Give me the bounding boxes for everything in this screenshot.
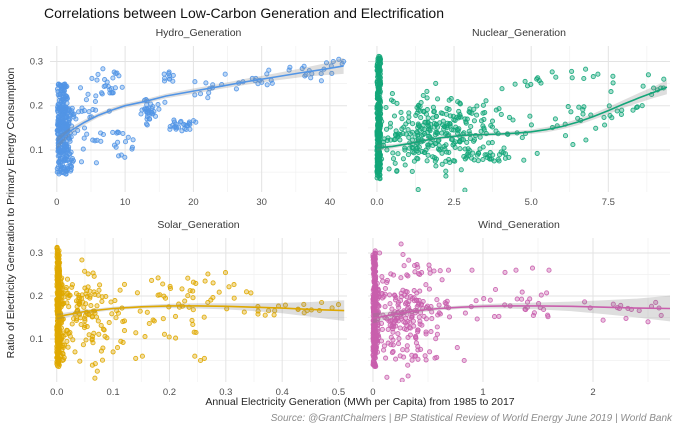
svg-text:0.0: 0.0	[370, 197, 383, 208]
facet-strip-nuclear: Nuclear_Generation	[472, 27, 566, 39]
svg-text:0.3: 0.3	[30, 56, 43, 67]
facet-strip-hydro: Hydro_Generation	[155, 27, 242, 39]
svg-text:0.2: 0.2	[163, 387, 176, 398]
svg-text:2.5: 2.5	[447, 197, 460, 208]
svg-text:0.2: 0.2	[30, 101, 43, 112]
svg-text:2: 2	[590, 387, 595, 398]
svg-text:40: 40	[325, 197, 336, 208]
scatter-panel-hydro: 0 10 20 30 40 0.1 0.2 0.3	[30, 46, 347, 208]
svg-text:0.1: 0.1	[107, 387, 120, 398]
svg-text:0.2: 0.2	[30, 291, 43, 302]
svg-text:20: 20	[188, 197, 199, 208]
svg-text:0: 0	[370, 387, 375, 398]
svg-text:0.5: 0.5	[332, 387, 345, 398]
svg-text:0.4: 0.4	[276, 387, 289, 398]
svg-text:0.3: 0.3	[219, 387, 232, 398]
svg-text:1: 1	[480, 387, 485, 398]
scatter-panel-wind: 0 1 2	[368, 238, 670, 398]
scatter-panel-nuclear: 0.0 2.5 5.0 7.5	[368, 46, 670, 208]
svg-text:0.0: 0.0	[50, 387, 63, 398]
svg-text:0.1: 0.1	[30, 334, 43, 345]
svg-text:0: 0	[54, 197, 59, 208]
scatter-panel-solar: 0.0 0.1 0.2 0.3 0.4 0.5 0.1 0.2 0.3	[30, 238, 347, 398]
chart-title: Correlations between Low-Carbon Generati…	[44, 5, 444, 21]
svg-text:0.3: 0.3	[30, 248, 43, 259]
svg-text:10: 10	[120, 197, 131, 208]
svg-text:5.0: 5.0	[525, 197, 538, 208]
x-axis-title: Annual Electricity Generation (MWh per C…	[205, 396, 515, 408]
svg-text:30: 30	[256, 197, 267, 208]
y-axis-title: Ratio of Electricity Generation to Prima…	[5, 67, 17, 359]
chart-caption: Source: @GrantChalmers | BP Statistical …	[270, 413, 672, 424]
facet-strip-wind: Wind_Generation	[478, 219, 560, 231]
svg-text:0.1: 0.1	[30, 145, 43, 156]
facet-strip-solar: Solar_Generation	[157, 219, 240, 231]
svg-text:7.5: 7.5	[602, 197, 615, 208]
